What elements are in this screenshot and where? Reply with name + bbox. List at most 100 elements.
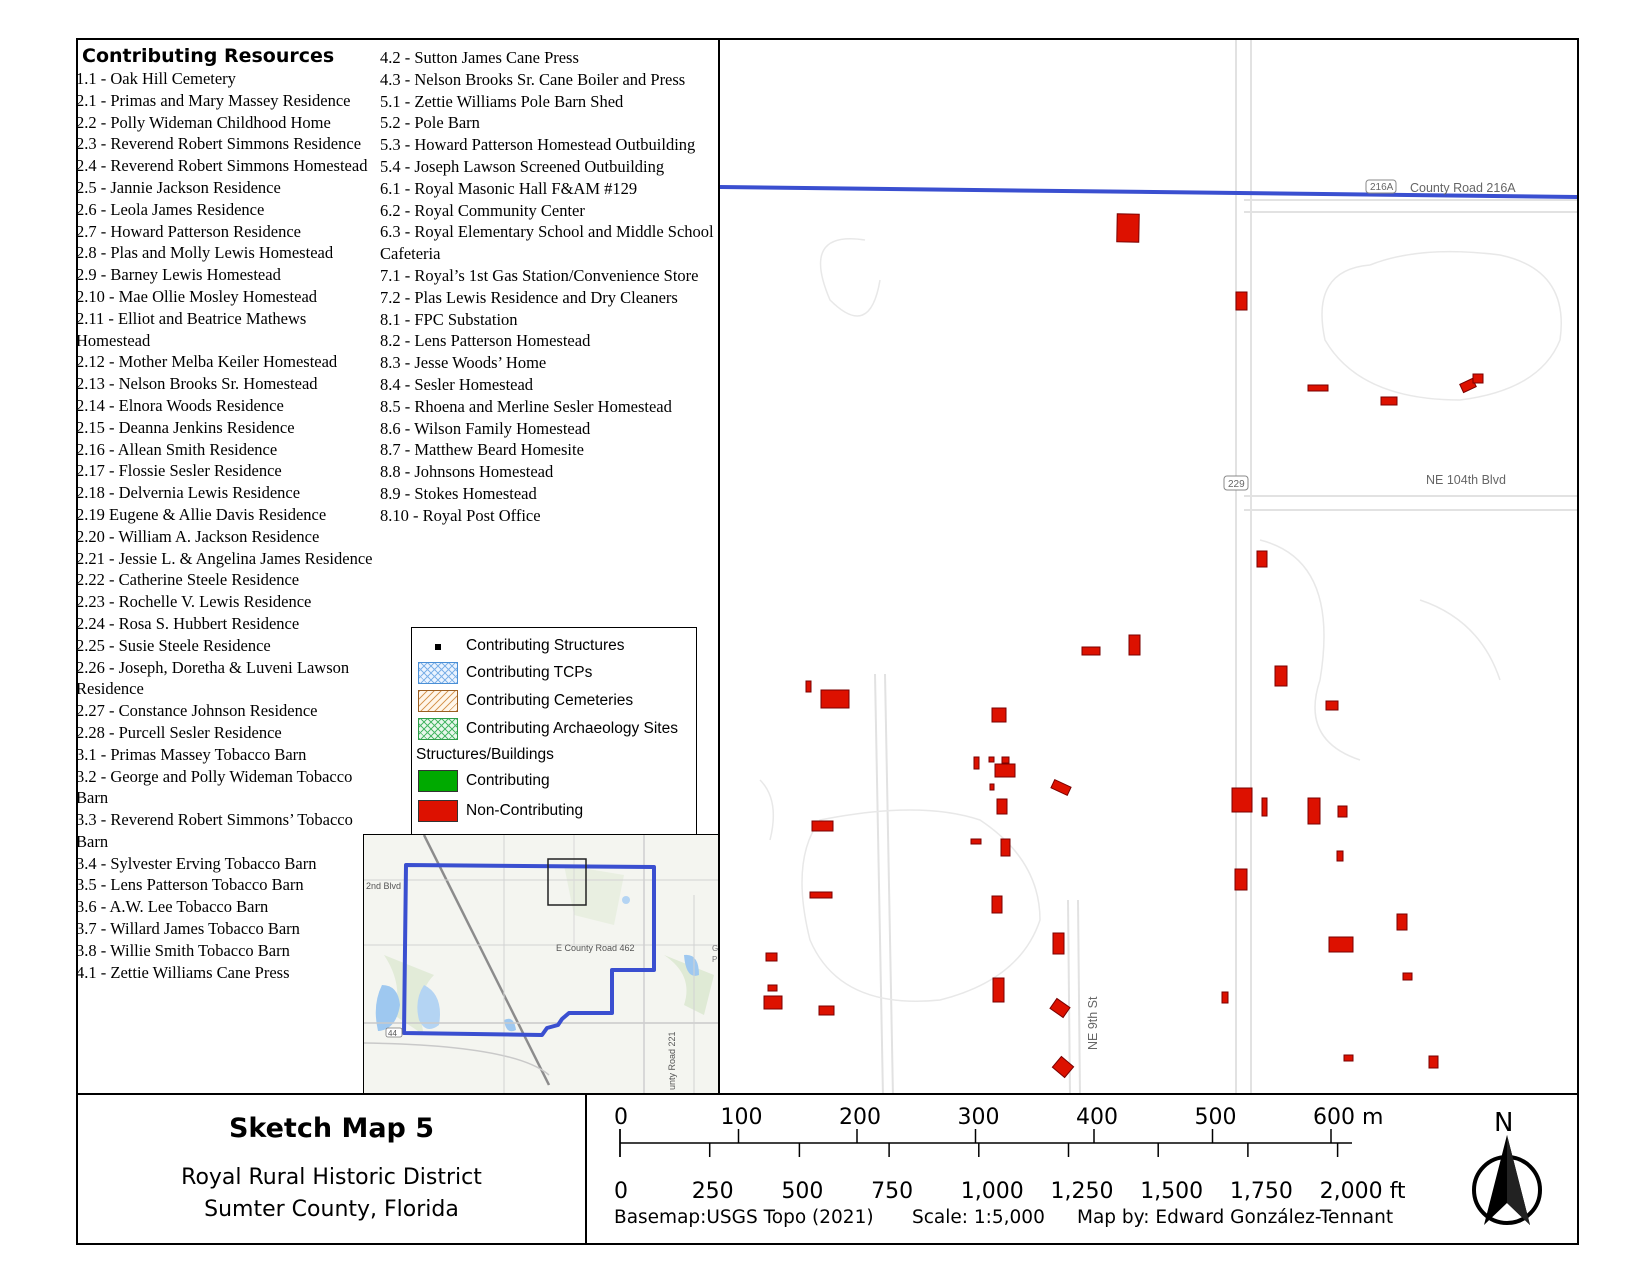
resource-item: 2.15 - Deanna Jenkins Residence xyxy=(76,417,295,437)
resource-item: 2.28 - Purcell Sesler Residence xyxy=(76,722,282,742)
non-contributing-structure xyxy=(1231,787,1253,813)
resource-item: 2.13 - Nelson Brooks Sr. Homestead xyxy=(76,374,318,394)
resource-item: 2.17 - Flossie Sesler Residence xyxy=(76,461,282,481)
map-title: Sketch Map 5 xyxy=(228,1113,435,1144)
resource-item: 3.6 - A.W. Lee Tobacco Barn xyxy=(76,897,269,917)
resource-item: 2.27 - Constance Johnson Residence xyxy=(76,701,318,721)
resource-item: 2.11 - Elliot and Beatrice Mathews Homes… xyxy=(76,308,307,350)
resource-item: 1.1 - Oak Hill Cemetery xyxy=(76,69,236,88)
crosshatch-green-swatch xyxy=(418,718,458,740)
route-shield-229 xyxy=(1223,475,1249,491)
scale-panel xyxy=(585,1093,1579,1245)
resource-item: 2.1 - Primas and Mary Massey Residence xyxy=(76,90,351,110)
scale-label: 400 xyxy=(1076,1105,1118,1130)
scale-ratio: Scale: 1:5,000 xyxy=(912,1207,1045,1228)
non-contributing-structure xyxy=(1428,1055,1439,1069)
scale-label: 300 xyxy=(958,1105,1000,1130)
non-contributing-structure xyxy=(1307,384,1329,392)
resource-item: 3.1 - Primas Massey Tobacco Barn xyxy=(76,744,307,764)
county-road-label: County Road 216A xyxy=(1410,181,1516,195)
resource-item: 6.3 - Royal Elementary School and Middle… xyxy=(380,222,714,264)
resource-item: 8.6 - Wilson Family Homestead xyxy=(380,418,591,438)
non-contributing-structure xyxy=(996,798,1008,815)
resource-item: 4.1 - Zettie Williams Cane Press xyxy=(76,962,290,982)
non-contributing-structure xyxy=(1050,778,1072,797)
non-contributing-structure xyxy=(1402,972,1413,981)
scale-label: 500 xyxy=(1195,1105,1237,1130)
main-map-svg: 216A County Road 216A 229 NE 104th Blvd … xyxy=(720,40,1577,1093)
non-contributing-structure xyxy=(1274,665,1288,687)
resource-item: 2.16 - Allean Smith Residence xyxy=(76,439,278,459)
inset-label-road1: 2nd Blvd xyxy=(366,881,401,891)
resource-item: 8.8 - Johnsons Homestead xyxy=(380,462,554,482)
legend-row-cemeteries: Contributing Cemeteries xyxy=(418,689,633,713)
inset-label-road2: E County Road 462 xyxy=(556,943,635,953)
scale-label: 100 xyxy=(721,1105,763,1130)
resource-item: 2.9 - Barney Lewis Homestead xyxy=(76,265,281,285)
resource-item: 4.3 - Nelson Brooks Sr. Cane Boiler and … xyxy=(380,69,686,89)
resources-left-column: Contributing Resources 1.1 - Oak Hill Ce… xyxy=(76,44,376,983)
inset-edge-label-1: G xyxy=(712,944,718,953)
resource-item: 2.6 - Leola James Residence xyxy=(76,199,265,219)
red-swatch xyxy=(418,800,458,822)
scale-bar: 0 100 200 300 400 500 600 m 0 250 500 750 1,000 1,2… xyxy=(614,1105,1406,1204)
scale-label: 1,000 xyxy=(961,1179,1024,1204)
resource-item: 8.2 - Lens Patterson Homestead xyxy=(380,331,591,351)
inset-label-road3: unty Road 221 xyxy=(667,1031,677,1090)
resource-item: 3.2 - George and Polly Wideman Tobacco B… xyxy=(76,766,353,808)
scale-label: 2,000 ft xyxy=(1320,1179,1406,1204)
non-contributing-structure xyxy=(1001,756,1010,764)
legend-row-structures: Contributing Structures xyxy=(418,634,625,658)
resource-item: 5.2 - Pole Barn xyxy=(380,113,480,133)
non-contributing-structure xyxy=(767,984,778,992)
non-contributing-structure xyxy=(811,820,834,832)
scale-label: 0 xyxy=(614,1105,628,1130)
non-contributing-structure xyxy=(1000,838,1011,857)
scale-label: 200 xyxy=(839,1105,881,1130)
resource-item: 2.18 - Delvernia Lewis Residence xyxy=(76,483,301,503)
legend-row-tcps: Contributing TCPs xyxy=(418,661,592,685)
non-contributing-structure xyxy=(1396,913,1408,931)
non-contributing-structure xyxy=(973,756,980,770)
legend-row-non-contributing: Non-Contributing xyxy=(418,799,583,823)
resources-heading: Contributing Resources xyxy=(82,45,335,67)
resource-item: 2.23 - Rochelle V. Lewis Residence xyxy=(76,592,312,612)
road-shield-216a-text: 216A xyxy=(1370,182,1394,193)
road-shield-216a xyxy=(1365,179,1397,194)
resource-item: 4.2 - Sutton James Cane Press xyxy=(380,48,579,67)
non-contributing-structure xyxy=(970,838,982,845)
non-contributing-structure xyxy=(809,891,833,899)
non-contributing-structure xyxy=(1052,932,1065,955)
structures-layer xyxy=(763,213,1484,1079)
non-contributing-structure xyxy=(1337,805,1348,818)
resource-item: 2.3 - Reverend Robert Simmons Residence xyxy=(76,134,362,154)
north-label: N xyxy=(1494,1108,1513,1138)
non-contributing-structure xyxy=(1235,291,1248,311)
non-contributing-structure xyxy=(1234,868,1248,891)
resource-item: 8.4 - Sesler Homestead xyxy=(380,374,534,394)
legend-row-archaeology: Contributing Archaeology Sites xyxy=(418,717,678,741)
scale-label: 1,500 xyxy=(1140,1179,1203,1204)
resource-item: 2.5 - Jannie Jackson Residence xyxy=(76,177,281,197)
map-author: Map by: Edward González-Tennant xyxy=(1077,1207,1394,1228)
resource-item: 2.10 - Mae Ollie Mosley Homestead xyxy=(76,286,318,306)
resource-item: 2.12 - Mother Melba Keiler Homestead xyxy=(76,352,338,372)
scale-label: 250 xyxy=(692,1179,734,1204)
resource-item: 2.21 - Jessie L. & Angelina James Reside… xyxy=(76,548,373,568)
non-contributing-structure xyxy=(1380,396,1398,406)
resource-item: 8.1 - FPC Substation xyxy=(380,309,518,329)
inset-map: 2nd Blvd E County Road 462 unty Road 221… xyxy=(363,834,720,1094)
resource-item: 6.2 - Royal Community Center xyxy=(380,200,585,220)
non-contributing-structure xyxy=(1081,646,1101,656)
resource-item: 8.5 - Rhoena and Merline Sesler Homestea… xyxy=(380,396,672,416)
non-contributing-structure xyxy=(991,895,1003,914)
non-contributing-structure xyxy=(1116,213,1140,243)
non-contributing-structure xyxy=(991,707,1007,723)
resource-item: 2.25 - Susie Steele Residence xyxy=(76,635,271,655)
resource-item: 2.20 - William A. Jackson Residence xyxy=(76,526,320,546)
non-contributing-structure xyxy=(1221,991,1229,1004)
non-contributing-structure xyxy=(1328,936,1354,953)
resource-item: 2.2 - Polly Wideman Childhood Home xyxy=(76,112,331,132)
resource-item: 2.22 - Catherine Steele Residence xyxy=(76,570,300,590)
legend-section-label: Structures/Buildings xyxy=(416,746,554,763)
